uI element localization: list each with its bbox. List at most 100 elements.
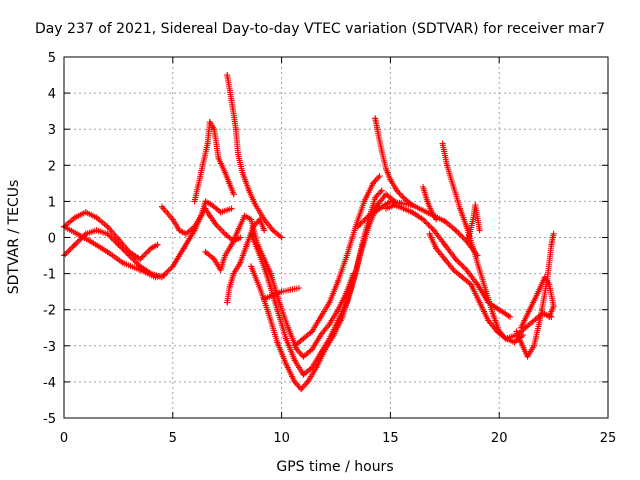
data-point (278, 234, 285, 241)
data-point (291, 378, 298, 385)
x-tick-label: 20 (491, 431, 508, 446)
data-point (206, 212, 213, 219)
data-point (215, 155, 222, 162)
data-point (222, 169, 229, 176)
data-point (383, 191, 390, 198)
data-point (313, 364, 320, 371)
data-point (298, 386, 305, 393)
data-point (335, 277, 342, 284)
data-point (202, 248, 209, 255)
series-track-c (61, 223, 168, 281)
y-tick-label: 0 (48, 232, 56, 247)
data-point (202, 198, 209, 205)
data-point (161, 272, 168, 279)
data-point (409, 209, 416, 216)
data-point (326, 299, 333, 306)
y-axis-label: SDTVAR / TECUs (6, 180, 22, 295)
data-point (252, 202, 259, 209)
data-point (335, 306, 342, 313)
data-point (476, 299, 483, 306)
series-marks (248, 191, 398, 393)
data-point (291, 357, 298, 364)
data-point (261, 227, 268, 234)
data-point (206, 118, 213, 125)
data-point (226, 285, 233, 292)
data-point (374, 126, 381, 133)
data-point (383, 205, 390, 212)
data-point (276, 299, 283, 306)
data-point (317, 331, 324, 338)
y-tick-label: 4 (48, 87, 56, 102)
data-point (463, 223, 470, 230)
data-point (489, 310, 496, 317)
data-point (383, 165, 390, 172)
data-point (169, 216, 176, 223)
axis-ticks: 0 5 10 15 20 25 -5 -4 -3 -2 -1 0 1 2 3 4 5 (43, 51, 616, 446)
data-point (330, 331, 337, 338)
data-point (400, 205, 407, 212)
data-point (104, 230, 111, 237)
data-point (531, 342, 538, 349)
data-point (550, 230, 557, 237)
data-point (291, 342, 298, 349)
data-point (339, 313, 346, 320)
data-point (115, 236, 122, 243)
series-track-i (248, 187, 385, 378)
chart-title: Day 237 of 2021, Sidereal Day-to-day VTE… (35, 21, 605, 37)
data-point (74, 230, 81, 237)
data-point (93, 227, 100, 234)
data-point (467, 281, 474, 288)
data-point (420, 216, 427, 223)
x-tick-label: 25 (600, 431, 617, 446)
data-point (374, 202, 381, 209)
series-track-f (224, 72, 285, 241)
data-point (309, 346, 316, 353)
data-point (243, 241, 250, 248)
data-point (356, 252, 363, 259)
series-track-s (426, 230, 527, 346)
data-point (256, 216, 263, 223)
data-point (228, 97, 235, 104)
data-point (137, 266, 144, 273)
data-point (261, 295, 268, 302)
data-point (269, 227, 276, 234)
data-point (241, 212, 248, 219)
data-point (424, 198, 431, 205)
data-point (470, 245, 477, 252)
data-point (71, 214, 78, 221)
data-point (248, 230, 255, 237)
grid-lines (64, 57, 608, 418)
data-point (343, 252, 350, 259)
data-point (520, 331, 527, 338)
data-point (245, 187, 252, 194)
data-point (439, 140, 446, 147)
data-point (119, 259, 126, 266)
data-point (176, 227, 183, 234)
data-point (391, 202, 398, 209)
data-point (217, 209, 224, 216)
y-tick-label: 5 (48, 51, 56, 66)
data-point (537, 313, 544, 320)
data-point (369, 180, 376, 187)
x-tick-label: 15 (382, 431, 399, 446)
data-point (441, 218, 448, 225)
data-point (433, 216, 440, 223)
data-point (494, 328, 501, 335)
series-track-u (513, 230, 557, 360)
data-point (517, 339, 524, 346)
data-point (457, 205, 464, 212)
data-point (169, 263, 176, 270)
data-point (541, 274, 548, 281)
x-axis-label: GPS time / hours (276, 459, 393, 475)
data-point (531, 317, 538, 324)
data-point (450, 266, 457, 273)
series-track-v (517, 274, 557, 331)
data-point (278, 288, 285, 295)
data-point (256, 285, 263, 292)
data-point (228, 205, 235, 212)
data-point (300, 335, 307, 342)
y-tick-label: -1 (43, 268, 56, 283)
plot-frame (63, 56, 609, 419)
data-point (296, 285, 303, 292)
data-point (182, 230, 189, 237)
